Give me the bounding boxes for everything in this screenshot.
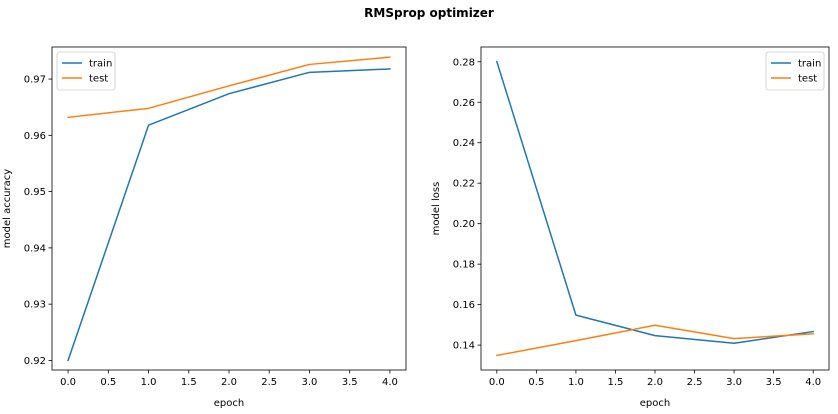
accuracy-train-line: [67, 68, 391, 362]
accuracy-ytick-label: 0.96: [24, 131, 46, 142]
loss-plot: 0.0 0.5 1.0 1.5 2.0 2.5 3.0 3.5 4.0 0.14 0.16 0.18 0…: [431, 46, 830, 409]
accuracy-xtick-label: 0.0: [60, 377, 76, 388]
loss-legend-test-label: test: [798, 74, 817, 85]
loss-legend: train test: [765, 51, 825, 91]
figure-title: RMSprop optimizer: [364, 6, 494, 20]
accuracy-plot: 0.0 0.5 1.0 1.5 2.0 2.5 3.0 3.5 4.0 0.92 0.93 0.94 0…: [2, 46, 407, 409]
loss-x-axis-label: epoch: [640, 398, 670, 409]
loss-xtick-label: 4.0: [805, 377, 821, 388]
loss-xtick-label: 3.0: [726, 377, 742, 388]
accuracy-xtick-label: 1.0: [141, 377, 157, 388]
loss-ytick-label: 0.22: [453, 179, 475, 190]
accuracy-legend-test-label: test: [89, 74, 108, 85]
loss-legend-box: [765, 51, 825, 91]
accuracy-legend-box: [56, 51, 116, 91]
accuracy-legend: train test: [56, 51, 116, 91]
loss-xtick-label: 1.5: [608, 377, 624, 388]
loss-train-line: [495, 60, 815, 345]
accuracy-y-axis-label: model accuracy: [2, 169, 13, 249]
loss-xtick-label: 3.5: [766, 377, 782, 388]
accuracy-ytick-label: 0.95: [24, 187, 46, 198]
loss-ytick-label: 0.20: [453, 219, 475, 230]
accuracy-xtick-label: 3.0: [302, 377, 318, 388]
loss-ytick-label: 0.28: [453, 57, 475, 68]
loss-ytick-label: 0.16: [453, 300, 475, 311]
accuracy-xtick-label: 0.5: [100, 377, 116, 388]
loss-xtick-label: 1.0: [568, 377, 584, 388]
accuracy-ytick-label: 0.92: [24, 356, 46, 367]
loss-ytick-label: 0.18: [453, 260, 475, 271]
accuracy-xtick-label: 1.5: [181, 377, 197, 388]
accuracy-xtick-label: 2.5: [261, 377, 277, 388]
loss-y-axis-label: model loss: [431, 182, 442, 236]
accuracy-ytick-label: 0.97: [24, 75, 46, 86]
loss-ytick-label: 0.26: [453, 98, 475, 109]
accuracy-ytick-label: 0.94: [24, 243, 46, 254]
loss-xtick-label: 2.0: [647, 377, 663, 388]
loss-axes-frame: [480, 46, 830, 371]
loss-test-line: [495, 324, 814, 357]
loss-legend-train-label: train: [798, 59, 821, 70]
accuracy-xtick-label: 2.0: [221, 377, 237, 388]
loss-xtick-label: 0.0: [489, 377, 505, 388]
accuracy-xtick-label: 4.0: [382, 377, 398, 388]
accuracy-x-axis-label: epoch: [214, 398, 244, 409]
loss-ytick-label: 0.14: [453, 341, 475, 352]
loss-ytick-label: 0.24: [453, 138, 475, 149]
accuracy-axes-frame: [51, 46, 407, 371]
loss-xtick-label: 0.5: [528, 377, 544, 388]
loss-xtick-label: 2.5: [687, 377, 703, 388]
accuracy-ytick-label: 0.93: [24, 300, 46, 311]
accuracy-test-line: [67, 56, 391, 119]
accuracy-xtick-label: 3.5: [342, 377, 358, 388]
accuracy-legend-train-label: train: [89, 59, 112, 70]
